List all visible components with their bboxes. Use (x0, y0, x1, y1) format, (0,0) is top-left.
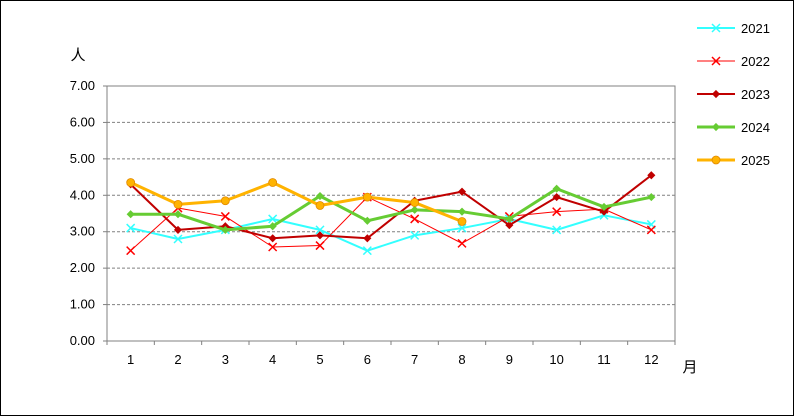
data-point (221, 225, 230, 234)
data-point (268, 214, 278, 224)
x-tick-label: 8 (458, 352, 465, 367)
data-point (363, 216, 372, 225)
y-tick-label: 2.00 (70, 260, 95, 275)
x-tick-label: 4 (269, 352, 276, 367)
y-tick-label: 7.00 (70, 78, 95, 93)
series-line (130, 214, 652, 252)
series-lines (126, 171, 656, 256)
x-tick-label: 11 (597, 352, 611, 367)
series-2021 (126, 210, 656, 256)
x-tick-label: 5 (316, 352, 323, 367)
data-point (268, 234, 277, 243)
x-tick-label: 6 (364, 352, 371, 367)
series-line (130, 187, 652, 232)
legend-marker (711, 89, 721, 99)
data-point (646, 225, 656, 235)
data-point (315, 241, 325, 251)
y-tick-label: 5.00 (70, 151, 95, 166)
data-point (599, 202, 609, 212)
data-point (410, 198, 420, 207)
legend-item-2024: 2024 (697, 120, 770, 135)
data-point (126, 178, 136, 187)
data-point (173, 199, 183, 209)
data-point (647, 193, 656, 202)
series-line (130, 196, 652, 252)
legend-marker (711, 155, 721, 165)
y-tick-label: 3.00 (70, 224, 95, 239)
data-point (126, 223, 136, 233)
data-point (268, 178, 278, 187)
series-line (130, 181, 463, 223)
data-point (363, 234, 372, 243)
series-2024 (126, 184, 656, 234)
x-tick-label: 2 (174, 352, 181, 367)
x-tick-label: 12 (644, 352, 658, 367)
data-point (315, 201, 325, 210)
data-point (457, 223, 467, 233)
data-point (126, 210, 135, 219)
data-point (410, 214, 420, 224)
y-axis-unit-label: 人 (70, 46, 85, 64)
x-tick-label: 9 (506, 352, 513, 367)
data-point (457, 207, 467, 216)
legend-label: 2023 (741, 87, 770, 102)
series-2025 (126, 178, 467, 226)
data-point (599, 207, 609, 216)
y-axis-ticks: 0.00 1.00 2.00 3.00 4.00 5.00 6.00 7.00 (70, 78, 107, 348)
data-point (457, 238, 467, 248)
data-point (315, 225, 325, 235)
data-point (505, 221, 514, 230)
y-tick-label: 4.00 (70, 187, 95, 202)
legend-item-2021: 2021 (697, 21, 770, 36)
legend-marker (711, 122, 721, 132)
x-tick-label: 3 (222, 352, 229, 367)
x-tick-label: 10 (549, 352, 563, 367)
data-point (457, 217, 467, 226)
data-point (268, 222, 277, 231)
legend-item-2023: 2023 (697, 87, 770, 102)
y-tick-label: 6.00 (70, 114, 95, 129)
data-point (647, 171, 656, 180)
data-point (552, 207, 562, 217)
legend-marker (711, 23, 721, 33)
x-tick-label: 7 (411, 352, 418, 367)
data-point (362, 192, 372, 202)
data-point (220, 211, 230, 221)
data-point (126, 246, 136, 256)
legend-label: 2022 (741, 54, 770, 69)
legend-label: 2025 (741, 153, 770, 168)
y-tick-label: 1.00 (70, 297, 95, 312)
data-point (505, 214, 514, 224)
x-axis-unit-label: 月 (682, 358, 697, 376)
y-tick-label: 0.00 (70, 333, 95, 348)
data-point (220, 196, 230, 206)
legend: 2021 2022 2023 2024 2025 (697, 21, 770, 168)
data-point (315, 191, 325, 201)
data-point (173, 234, 183, 244)
data-point (362, 246, 372, 256)
data-point (457, 187, 467, 196)
legend-label: 2024 (741, 120, 770, 135)
legend-item-2022: 2022 (697, 54, 770, 69)
data-point (173, 210, 183, 219)
legend-item-2025: 2025 (697, 153, 770, 168)
data-point (410, 230, 420, 240)
data-point (268, 242, 278, 252)
data-point (552, 184, 561, 193)
x-tick-label: 1 (127, 352, 134, 367)
data-point (315, 231, 325, 240)
data-point (552, 225, 562, 235)
data-point (173, 225, 183, 234)
x-axis-ticks: 1 2 3 4 5 6 7 8 9 10 11 12 (106, 341, 676, 367)
data-point (552, 193, 561, 202)
legend-label: 2021 (741, 21, 770, 36)
data-point (410, 205, 419, 214)
legend-marker (711, 56, 721, 66)
